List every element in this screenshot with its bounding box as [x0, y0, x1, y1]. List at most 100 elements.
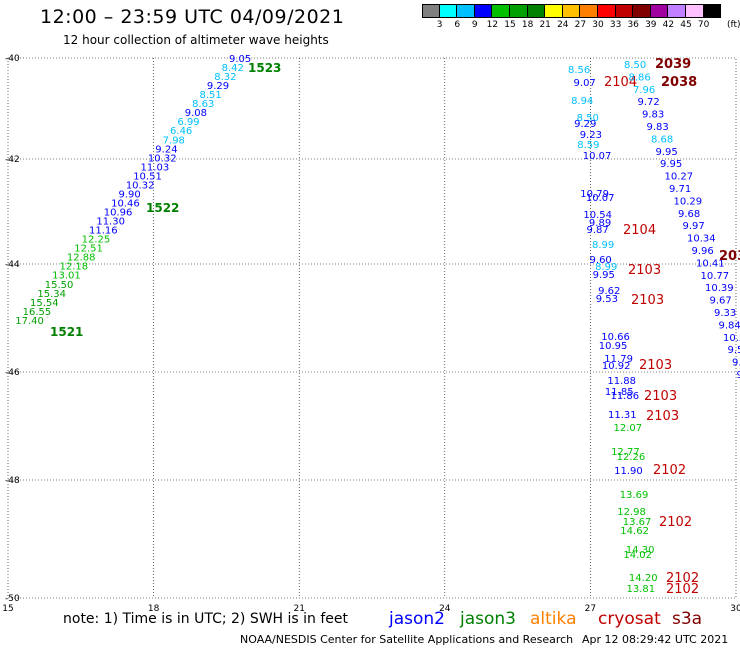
- track3-wave-height: 9.67: [710, 296, 732, 307]
- track3-wave-height: 9.83: [642, 110, 664, 121]
- track2-wave-height: 12.98: [617, 507, 646, 518]
- track1-wave-height: 15.54: [30, 298, 59, 309]
- track2-wave-height: 10.92: [602, 361, 631, 372]
- track1-wave-height: 9.24: [155, 144, 177, 155]
- track3-wave-height: 9.97: [683, 221, 705, 232]
- track3-wave-height: 9.96: [692, 246, 714, 257]
- scale-swatch: [439, 4, 458, 18]
- scale-swatch: [527, 4, 546, 18]
- color-scale-bar: [422, 4, 722, 18]
- track3-wave-height: 10.77: [701, 271, 730, 282]
- track2-time-label: 2103: [628, 263, 661, 278]
- track1-wave-height: 12.18: [59, 262, 88, 273]
- track1-wave-height: 10.32: [148, 153, 177, 164]
- track3-wave-height: 9.18: [732, 358, 740, 369]
- track2-wave-height: 8.99: [595, 262, 617, 273]
- track2-time-label: 2104: [604, 75, 637, 90]
- legend-jason2: jason2: [389, 609, 445, 629]
- track3-wave-height: 9.95: [660, 159, 682, 170]
- track2-wave-height: 10.66: [601, 332, 630, 343]
- track1-wave-height: 12.51: [74, 244, 103, 255]
- footnote: note: 1) Time is in UTC; 2) SWH is in fe…: [63, 611, 349, 627]
- track2-wave-height: 12.26: [617, 452, 646, 463]
- track2-time-label: 2102: [659, 515, 692, 530]
- scale-swatch: [562, 4, 581, 18]
- track1-wave-height: 8.32: [214, 72, 236, 83]
- track3-wave-height: 9.95: [656, 147, 678, 158]
- scale-label: 9: [471, 20, 478, 30]
- track1-wave-height: 12.88: [67, 253, 96, 264]
- track3-time-label: 2038: [661, 75, 697, 90]
- track3-wave-height: 8.50: [624, 60, 646, 71]
- track2-wave-height: 9.95: [593, 270, 615, 281]
- track2-time-label: 2104: [623, 223, 656, 238]
- legend-s3a: s3a: [672, 609, 703, 629]
- track2-wave-height: 10.95: [599, 341, 628, 352]
- lon-tick-label: 15: [2, 604, 13, 614]
- track2-wave-height: 11.85: [605, 387, 634, 398]
- scale-label: 3: [436, 20, 443, 30]
- scale-label: 36: [627, 20, 639, 30]
- track3-wave-height: 9.84: [719, 320, 740, 331]
- track1-wave-height: 9.90: [118, 189, 140, 200]
- track3-wave-height: 10.34: [687, 234, 716, 245]
- track1-wave-height: 6.99: [177, 117, 199, 128]
- scale-label: 27: [574, 20, 587, 30]
- track1-wave-height: 16.55: [23, 307, 52, 318]
- track1-wave-height: 8.63: [192, 99, 214, 110]
- map-frame: [7, 57, 737, 599]
- scale-swatch: [650, 4, 669, 18]
- track3-wave-height: 10.59: [723, 333, 740, 344]
- scale-swatch: [545, 4, 563, 18]
- track2-wave-height: 14.62: [620, 526, 649, 537]
- track3-wave-height: 9.72: [638, 97, 660, 108]
- track1-time-label: 1523: [248, 61, 281, 75]
- track2-wave-height: 10.54: [583, 210, 612, 221]
- track2-wave-height: 11.79: [604, 354, 633, 365]
- track2-time-label: 2103: [639, 358, 672, 373]
- track1-wave-height: 12.25: [82, 235, 111, 246]
- track1-wave-height: 8.51: [200, 90, 222, 101]
- track3-wave-height: 8.86: [629, 72, 651, 83]
- page-title: 12:00 – 23:59 UTC 04/09/2021: [40, 6, 345, 28]
- scale-swatch: [615, 4, 634, 18]
- lat-tick-label: -50: [5, 594, 20, 604]
- track2-wave-height: 10.07: [583, 151, 612, 162]
- scale-label: 18: [521, 20, 534, 30]
- track1-wave-height: 10.96: [104, 208, 133, 219]
- track3-time-label: 2039: [655, 57, 691, 72]
- legend-jason3: jason3: [460, 609, 516, 629]
- track2-wave-height: 12.77: [611, 447, 640, 458]
- track2-wave-height: 8.50: [577, 113, 599, 124]
- track3-wave-height: 8.68: [651, 134, 673, 145]
- legend-cryosat: cryosat: [598, 609, 661, 629]
- track2-time-label: 2102: [666, 571, 699, 586]
- track2-time-label: 2102: [653, 463, 686, 478]
- track2-wave-height: 8.59: [577, 140, 599, 151]
- scale-swatch: [457, 4, 475, 18]
- track1-wave-height: 11.30: [96, 217, 125, 228]
- lon-tick-label: 18: [148, 604, 160, 614]
- track1-wave-height: 8.42: [222, 63, 244, 74]
- scale-swatch: [509, 4, 528, 18]
- track2-wave-height: 11.90: [614, 466, 643, 477]
- generated-timestamp: Apr 12 08:29:42 UTC 2021: [582, 633, 729, 646]
- track2-wave-height: 14.02: [623, 550, 652, 561]
- scale-label: 70: [697, 20, 710, 30]
- scale-swatch: [685, 4, 704, 18]
- track2-wave-height: 10.79: [580, 189, 609, 200]
- track1-wave-height: 11.03: [141, 162, 170, 173]
- track2-wave-height: 9.60: [590, 255, 612, 266]
- lat-tick-label: -44: [5, 260, 20, 270]
- track2-wave-height: 14.30: [626, 545, 655, 556]
- track1-wave-height: 9.08: [185, 108, 207, 119]
- track1-wave-height: 9.05: [229, 54, 251, 65]
- track2-wave-height: 9.62: [598, 286, 620, 297]
- track2-wave-height: 10.07: [586, 193, 615, 204]
- scale-swatch: [633, 4, 651, 18]
- track2-wave-height: 9.29: [574, 119, 596, 130]
- lon-tick-label: 21: [293, 604, 304, 614]
- track3-wave-height: 9.68: [678, 209, 700, 220]
- track2-wave-height: 8.56: [568, 65, 590, 76]
- scale-label: 24: [557, 20, 569, 30]
